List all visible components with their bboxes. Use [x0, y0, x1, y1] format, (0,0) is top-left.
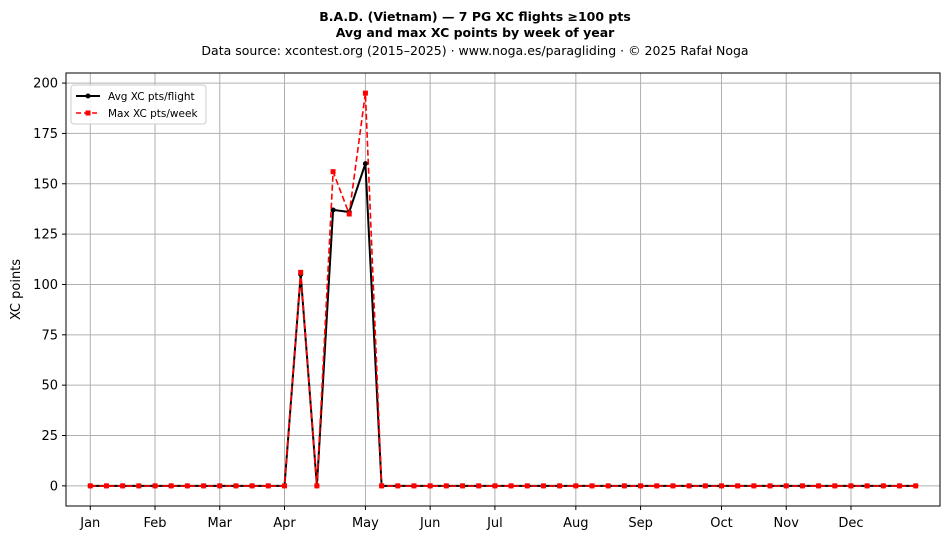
data-point — [848, 483, 854, 489]
data-point — [735, 483, 741, 489]
x-tick-label: Aug — [563, 516, 588, 531]
legend-box — [70, 84, 207, 125]
data-point — [524, 483, 530, 489]
data-point — [573, 483, 579, 489]
x-tick-label: Dec — [838, 516, 863, 531]
x-tick-label: Jul — [486, 516, 503, 531]
data-point — [605, 483, 611, 489]
data-point — [346, 211, 352, 217]
chart-subtitle: Avg and max XC points by week of year — [335, 25, 615, 40]
y-tick-label: 200 — [33, 77, 58, 92]
series-max — [87, 90, 919, 489]
data-point — [249, 483, 255, 489]
y-tick-label: 0 — [50, 479, 58, 494]
data-point — [767, 483, 773, 489]
legend-marker — [85, 93, 91, 99]
axes-frame — [65, 72, 941, 507]
data-point — [184, 483, 190, 489]
x-tick-label: Sep — [628, 516, 653, 531]
data-point — [686, 483, 692, 489]
data-point — [654, 483, 660, 489]
data-point — [621, 483, 627, 489]
data-point — [282, 483, 287, 489]
x-tick-label: Mar — [207, 516, 232, 531]
data-point — [864, 483, 870, 489]
data-point — [265, 483, 271, 489]
data-point — [443, 483, 449, 489]
x-tick-label: Oct — [710, 516, 732, 531]
data-point — [719, 483, 724, 489]
y-tick-label: 75 — [41, 328, 58, 343]
series-avg — [87, 161, 919, 489]
data-point — [897, 483, 903, 489]
x-tick-label: Jan — [79, 516, 100, 531]
y-tick-label: 50 — [41, 379, 58, 394]
data-point — [362, 90, 368, 96]
x-tick-label: May — [352, 516, 379, 531]
data-point — [508, 483, 514, 489]
x-tick-label: Jun — [419, 516, 440, 531]
data-point — [670, 483, 676, 489]
data-point — [298, 269, 304, 275]
y-tick-label: 150 — [33, 177, 58, 192]
x-tick-label: Apr — [273, 516, 296, 531]
data-point — [103, 483, 109, 489]
data-point — [751, 483, 757, 489]
data-point — [411, 483, 417, 489]
data-point — [152, 483, 158, 489]
legend: Avg XC pts/flight Max XC pts/week — [70, 84, 207, 125]
y-tick-label: 175 — [33, 127, 58, 142]
data-point — [362, 161, 368, 167]
data-point — [87, 483, 93, 489]
data-point — [783, 483, 789, 489]
data-point — [492, 483, 498, 489]
data-point — [638, 483, 644, 489]
data-point — [233, 483, 239, 489]
data-point — [540, 483, 546, 489]
y-axis-label: XC points — [9, 259, 24, 320]
legend-label: Avg XC pts/flight — [108, 91, 195, 103]
chart-title: B.A.D. (Vietnam) — 7 PG XC flights ≥100 … — [319, 9, 631, 24]
ticks: 0 25 50 75 100 125 150 175 200 Jan Feb Mar Apr May Jun… — [33, 77, 863, 531]
data-point — [476, 483, 482, 489]
legend-marker — [85, 110, 91, 116]
data-point — [330, 169, 336, 175]
series-line — [90, 92, 916, 487]
x-tick-label: Nov — [774, 516, 800, 531]
grid — [66, 73, 940, 506]
data-point — [217, 483, 223, 489]
data-point — [379, 483, 385, 489]
data-point — [120, 483, 126, 489]
x-tick-label: Feb — [144, 516, 167, 531]
data-point — [460, 483, 466, 489]
series-layer — [87, 90, 919, 489]
data-point — [799, 483, 805, 489]
data-point — [880, 483, 886, 489]
data-point — [589, 483, 595, 489]
data-point — [136, 483, 142, 489]
data-point — [314, 483, 320, 489]
y-tick-label: 25 — [41, 429, 58, 444]
data-point — [913, 483, 919, 489]
legend-label: Max XC pts/week — [108, 108, 198, 120]
series-line — [90, 162, 916, 487]
data-point — [816, 483, 822, 489]
data-point — [201, 483, 207, 489]
data-point — [702, 483, 708, 489]
data-point — [395, 483, 401, 489]
y-tick-label: 125 — [33, 228, 58, 243]
y-tick-label: 100 — [33, 278, 58, 293]
data-point — [557, 483, 563, 489]
data-point — [427, 483, 433, 489]
data-source-note: Data source: xcontest.org (2015–2025) · … — [201, 43, 749, 58]
data-point — [832, 483, 838, 489]
data-point — [168, 483, 174, 489]
